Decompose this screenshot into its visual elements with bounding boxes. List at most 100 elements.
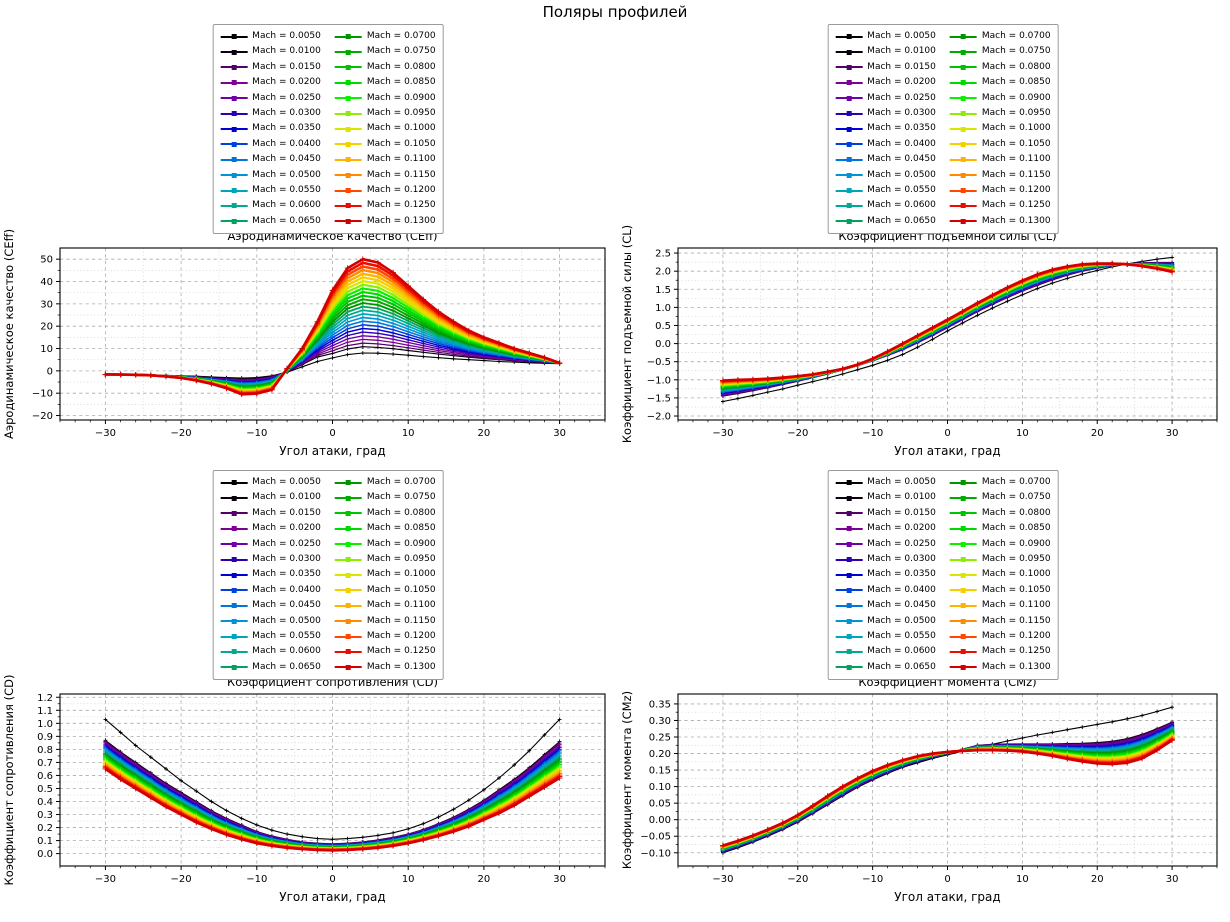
- svg-text:20: 20: [40, 322, 53, 333]
- legend-item-mach-0.0150: Mach = 0.0150: [220, 506, 321, 521]
- legend-line-swatch: [220, 525, 248, 532]
- legend-line-swatch: [334, 49, 362, 56]
- legend-label: Mach = 0.0700: [366, 477, 436, 487]
- legend-item-mach-0.0150: Mach = 0.0150: [220, 60, 321, 75]
- svg-text:50: 50: [40, 255, 53, 266]
- subplot-cmz: −30 −20 −10 0 10 20 30 −0.10 −0.05 0.00 0.05 0.10 0.…: [620, 675, 1218, 904]
- legend-label: Mach = 0.0900: [981, 538, 1051, 549]
- legend-label: Mach = 0.1200: [981, 630, 1051, 641]
- legend-item-mach-0.1050: Mach = 0.1050: [949, 583, 1051, 598]
- legend-line-swatch: [835, 479, 863, 486]
- svg-text:0.8: 0.8: [37, 745, 53, 756]
- legend-item-mach-0.1150: Mach = 0.1150: [949, 614, 1051, 629]
- svg-text:0.35: 0.35: [649, 699, 671, 710]
- legend-item-mach-0.1050: Mach = 0.1050: [334, 137, 436, 152]
- legend-item-mach-0.0400: Mach = 0.0400: [220, 137, 321, 152]
- legend-item-mach-0.0450: Mach = 0.0450: [220, 598, 321, 613]
- legend-line-swatch: [835, 556, 863, 563]
- legend-item-mach-0.1300: Mach = 0.1300: [334, 660, 436, 675]
- legend-item-mach-0.1000: Mach = 0.1000: [949, 567, 1051, 582]
- legend-label: Mach = 0.0300: [867, 553, 936, 564]
- legend-line-swatch: [949, 33, 977, 40]
- legend-item-mach-0.1100: Mach = 0.1100: [949, 152, 1051, 167]
- legend-label: Mach = 0.0800: [366, 61, 436, 72]
- tick-labels: −30 −20 −10 0 10 20 30 −2.0 −1.5 −1.0 −0.5 0.0 0.5 1.…: [647, 249, 1179, 439]
- svg-text:30: 30: [1166, 428, 1179, 439]
- legend-label: Mach = 0.0650: [252, 215, 321, 226]
- legend-label: Mach = 0.0050: [867, 477, 936, 487]
- legend-label: Mach = 0.0050: [867, 31, 936, 41]
- legend-item-mach-0.0750: Mach = 0.0750: [334, 44, 436, 59]
- legend-label: Mach = 0.0500: [867, 169, 936, 180]
- legend-label: Mach = 0.0500: [252, 615, 321, 626]
- svg-text:−2.0: −2.0: [647, 412, 671, 423]
- legend-line-swatch: [949, 587, 977, 594]
- svg-text:0: 0: [47, 366, 53, 377]
- legend-item-mach-0.0950: Mach = 0.0950: [334, 552, 436, 567]
- legend-label: Mach = 0.0100: [867, 46, 936, 57]
- legend-label: Mach = 0.0850: [981, 77, 1051, 88]
- legend-label: Mach = 0.0650: [252, 661, 321, 672]
- svg-text:0.9: 0.9: [37, 732, 53, 743]
- legend-item-mach-0.0350: Mach = 0.0350: [835, 121, 936, 136]
- legend-line-swatch: [220, 33, 248, 40]
- svg-text:−1.5: −1.5: [647, 393, 671, 404]
- legend-label: Mach = 0.0650: [867, 215, 936, 226]
- legend-label: Mach = 0.0450: [867, 600, 936, 611]
- curve-markers: [720, 737, 1175, 849]
- svg-text:0: 0: [329, 428, 335, 439]
- legend-item-mach-0.0250: Mach = 0.0250: [835, 537, 936, 552]
- legend-item-mach-0.1150: Mach = 0.1150: [334, 614, 436, 629]
- svg-text:30: 30: [1166, 874, 1179, 885]
- legend-label: Mach = 0.1200: [981, 184, 1051, 195]
- x-axis-label: Угол атаки, град: [279, 444, 385, 458]
- legend-label: Mach = 0.0750: [366, 46, 436, 57]
- legend-line-swatch: [835, 572, 863, 579]
- legend-line-swatch: [334, 187, 362, 194]
- legend-label: Mach = 0.0150: [867, 61, 936, 72]
- legend-label: Mach = 0.0400: [252, 584, 321, 595]
- legend-item-mach-0.0800: Mach = 0.0800: [334, 60, 436, 75]
- legend-line-swatch: [835, 664, 863, 671]
- legend-cl: Mach = 0.0050 Mach = 0.0100 Mach = 0.0150 M…: [827, 24, 1059, 235]
- legend-line-swatch: [334, 602, 362, 609]
- legend-item-mach-0.0200: Mach = 0.0200: [220, 75, 321, 90]
- svg-text:0.7: 0.7: [37, 758, 53, 769]
- legend-line-swatch: [949, 156, 977, 163]
- legend-item-mach-0.0700: Mach = 0.0700: [949, 475, 1051, 490]
- subplot-cd: −30 −20 −10 0 10 20 30 0.0 0.1 0.2 0.3 0.4 0.5 0.6 0.7…: [2, 675, 606, 904]
- legend-label: Mach = 0.0500: [252, 169, 321, 180]
- legend-item-mach-0.0350: Mach = 0.0350: [220, 567, 321, 582]
- legend-label: Mach = 0.0450: [252, 600, 321, 611]
- legend-line-swatch: [220, 156, 248, 163]
- figure-title: Поляры профилей: [542, 3, 688, 21]
- legend-line-swatch: [220, 141, 248, 148]
- legend-label: Mach = 0.1100: [366, 154, 436, 165]
- legend-line-swatch: [220, 49, 248, 56]
- legend-item-mach-0.0800: Mach = 0.0800: [949, 506, 1051, 521]
- legend-label: Mach = 0.1000: [981, 569, 1051, 580]
- legend-line-swatch: [835, 587, 863, 594]
- legend-item-mach-0.0050: Mach = 0.0050: [835, 29, 936, 44]
- legend-label: Mach = 0.0050: [252, 477, 321, 487]
- legend-item-mach-0.0500: Mach = 0.0500: [220, 614, 321, 629]
- legend-item-mach-0.0250: Mach = 0.0250: [835, 91, 936, 106]
- legend-label: Mach = 0.0700: [981, 31, 1051, 41]
- axis-ticks: [674, 252, 1218, 424]
- legend-item-mach-0.0250: Mach = 0.0250: [220, 91, 321, 106]
- legend-label: Mach = 0.0450: [252, 154, 321, 165]
- x-axis-label: Угол атаки, град: [279, 890, 385, 904]
- svg-text:10: 10: [1016, 874, 1029, 885]
- legend-label: Mach = 0.0200: [252, 523, 321, 534]
- legend-line-swatch: [949, 572, 977, 579]
- legend-line-swatch: [334, 648, 362, 655]
- svg-text:30: 30: [553, 874, 566, 885]
- svg-text:2.0: 2.0: [655, 267, 671, 278]
- legend-line-swatch: [220, 587, 248, 594]
- svg-text:−20: −20: [787, 428, 808, 439]
- legend-label: Mach = 0.1300: [366, 215, 436, 226]
- svg-text:−20: −20: [171, 874, 192, 885]
- legend-label: Mach = 0.1150: [366, 169, 436, 180]
- legend-line-swatch: [835, 202, 863, 209]
- legend-line-swatch: [949, 541, 977, 548]
